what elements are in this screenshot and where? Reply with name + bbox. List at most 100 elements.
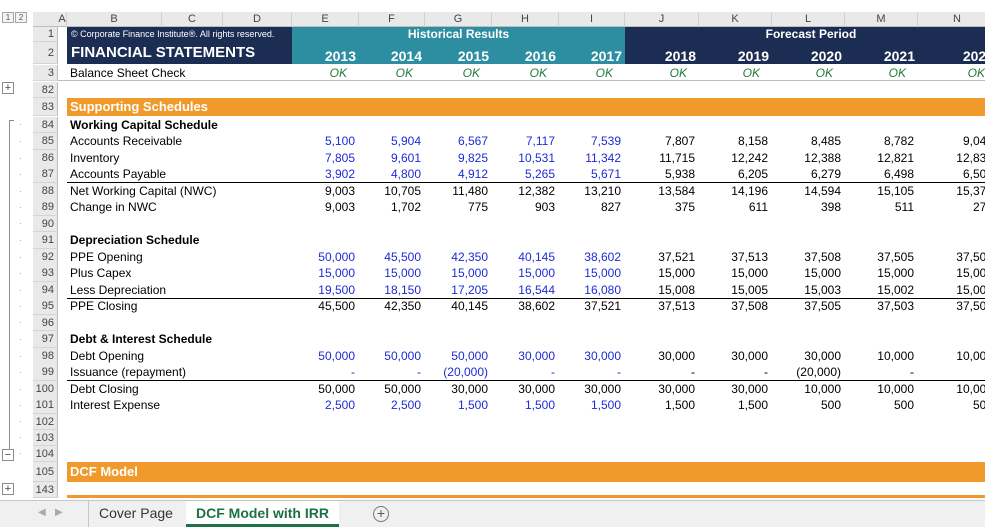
cell-h88[interactable]: 12,382 — [518, 184, 555, 198]
row-header-85[interactable]: 85 — [33, 133, 58, 150]
cell-e86[interactable]: 7,805 — [324, 151, 355, 165]
row-header-102[interactable]: 102 — [33, 414, 58, 430]
row-header-83[interactable]: 83 — [33, 98, 58, 116]
cell-l98[interactable]: 30,000 — [804, 349, 841, 363]
cell-l85[interactable]: 8,485 — [810, 134, 841, 148]
cell-f95[interactable]: 42,350 — [384, 299, 421, 313]
cell-i99[interactable]: - — [559, 364, 625, 381]
cell-n89[interactable]: 272 — [972, 200, 985, 214]
cell-k95[interactable]: 37,508 — [731, 299, 768, 313]
cell-g98[interactable]: 50,000 — [451, 349, 488, 363]
cell-m3[interactable]: OK — [888, 66, 906, 80]
row-header-92[interactable]: 92 — [33, 249, 58, 266]
cell-n99[interactable]: - — [918, 364, 985, 381]
cell-g93[interactable]: 15,000 — [451, 266, 488, 280]
expand-group-button[interactable]: + — [2, 82, 14, 94]
sheet-row-82[interactable] — [58, 82, 985, 98]
cell-k100[interactable]: 30,000 — [731, 382, 768, 396]
cell-f94[interactable]: 18,150 — [359, 282, 425, 299]
sheet-row-90[interactable] — [58, 216, 985, 232]
row-header-89[interactable]: 89 — [33, 199, 58, 216]
cell-f93[interactable]: 15,000 — [384, 266, 421, 280]
cell-f87[interactable]: 4,800 — [359, 166, 425, 183]
cell-g101[interactable]: 1,500 — [457, 398, 488, 412]
cell-j92[interactable]: 37,521 — [658, 250, 695, 264]
cell-h98[interactable]: 30,000 — [518, 349, 555, 363]
cell-f92[interactable]: 45,500 — [384, 250, 421, 264]
cell-f86[interactable]: 9,601 — [390, 151, 421, 165]
cell-n93[interactable]: 15,000 — [956, 266, 985, 280]
cell-f100[interactable]: 50,000 — [384, 382, 421, 396]
cell-j101[interactable]: 1,500 — [664, 398, 695, 412]
cell-l101[interactable]: 500 — [820, 398, 841, 412]
sheet-row-104[interactable] — [58, 446, 985, 462]
cell-n86[interactable]: 12,839 — [956, 151, 985, 165]
cell-h92[interactable]: 40,145 — [518, 250, 555, 264]
cell-g95[interactable]: 40,145 — [451, 299, 488, 313]
cell-n94[interactable]: 15,001 — [918, 282, 985, 299]
sheet-row-85[interactable]: Accounts Receivable 5,100 5,904 6,567 7,117 7… — [58, 133, 985, 150]
sheet-row-98[interactable]: Debt Opening 50,000 50,000 50,000 30,000 30,0… — [58, 348, 985, 365]
cell-i85[interactable]: 7,539 — [590, 134, 621, 148]
row-header-87[interactable]: 87 — [33, 166, 58, 183]
row-header-91[interactable]: 91 — [33, 232, 58, 249]
cell-g99[interactable]: (20,000) — [425, 364, 492, 381]
cell-f85[interactable]: 5,904 — [390, 134, 421, 148]
column-header-f[interactable]: F — [359, 12, 425, 27]
column-header-k[interactable]: K — [699, 12, 772, 27]
cell-g100[interactable]: 30,000 — [451, 382, 488, 396]
sheet-row-96[interactable] — [58, 315, 985, 331]
cell-i100[interactable]: 30,000 — [584, 382, 621, 396]
cell-l92[interactable]: 37,508 — [804, 250, 841, 264]
sheet-row-103[interactable] — [58, 430, 985, 446]
sheet-row-83[interactable]: Supporting Schedules — [58, 98, 985, 116]
cell-k86[interactable]: 12,242 — [731, 151, 768, 165]
row-header-105[interactable]: 105 — [33, 462, 58, 482]
cell-f98[interactable]: 50,000 — [384, 349, 421, 363]
cell-i87[interactable]: 5,671 — [559, 166, 625, 183]
cell-e98[interactable]: 50,000 — [318, 349, 355, 363]
cell-e100[interactable]: 50,000 — [318, 382, 355, 396]
cell-j86[interactable]: 11,715 — [659, 151, 695, 165]
cell-j87[interactable]: 5,938 — [625, 166, 699, 183]
column-header-d[interactable]: D — [223, 12, 292, 27]
cell-f3[interactable]: OK — [395, 66, 413, 80]
cell-l94[interactable]: 15,003 — [772, 282, 845, 299]
cell-h3[interactable]: OK — [529, 66, 547, 80]
cell-m88[interactable]: 15,105 — [877, 184, 914, 198]
row-header-3[interactable]: 3 — [33, 65, 58, 81]
cell-h95[interactable]: 38,602 — [518, 299, 555, 313]
cell-e85[interactable]: 5,100 — [324, 134, 355, 148]
cell-i101[interactable]: 1,500 — [590, 398, 621, 412]
sheet-row-1[interactable]: © Corporate Finance Institute®. All righ… — [58, 27, 985, 42]
cell-e95[interactable]: 45,500 — [318, 299, 355, 313]
cell-m87[interactable]: 6,498 — [845, 166, 918, 183]
cell-i94[interactable]: 16,080 — [559, 282, 625, 299]
sheet-row-143[interactable] — [58, 482, 985, 498]
cell-k85[interactable]: 8,158 — [737, 134, 768, 148]
sheet-row-87[interactable]: Accounts Payable 3,902 4,800 4,912 5,265 5,67… — [58, 166, 985, 183]
row-header-82[interactable]: 82 — [33, 82, 58, 98]
cell-k99[interactable]: - — [699, 364, 772, 381]
cell-m86[interactable]: 12,821 — [877, 151, 914, 165]
sheet-row-3[interactable]: Balance Sheet Check OK OK OK OK OK OK OK OK OK OK — [58, 65, 985, 81]
row-header-94[interactable]: 94 — [33, 282, 58, 299]
sheet-row-99[interactable]: Issuance (repayment) - - (20,000) - - - - (20,00… — [58, 364, 985, 381]
tab-dcf-model-with-irr[interactable]: DCF Model with IRR — [186, 501, 339, 527]
outline-level-2-button[interactable]: 2 — [15, 12, 27, 23]
cell-e88[interactable]: 9,003 — [324, 184, 355, 198]
sheet-row-86[interactable]: Inventory 7,805 9,601 9,825 10,531 11,342 11,7… — [58, 150, 985, 167]
row-header-84[interactable]: 84 — [33, 117, 58, 133]
sheet-row-101[interactable]: Interest Expense 2,500 2,500 1,500 1,500 1,50… — [58, 397, 985, 414]
cell-k94[interactable]: 15,005 — [699, 282, 772, 299]
cell-j89[interactable]: 375 — [674, 200, 695, 214]
row-header-1[interactable]: 1 — [33, 27, 58, 42]
cell-f99[interactable]: - — [359, 364, 425, 381]
cell-m99[interactable]: - — [845, 364, 918, 381]
cell-h101[interactable]: 1,500 — [524, 398, 555, 412]
column-header-b[interactable]: B — [67, 12, 162, 27]
cell-l86[interactable]: 12,388 — [804, 151, 841, 165]
cell-m95[interactable]: 37,503 — [877, 299, 914, 313]
cell-g3[interactable]: OK — [462, 66, 480, 80]
expand-group-button-2[interactable]: + — [2, 483, 14, 495]
